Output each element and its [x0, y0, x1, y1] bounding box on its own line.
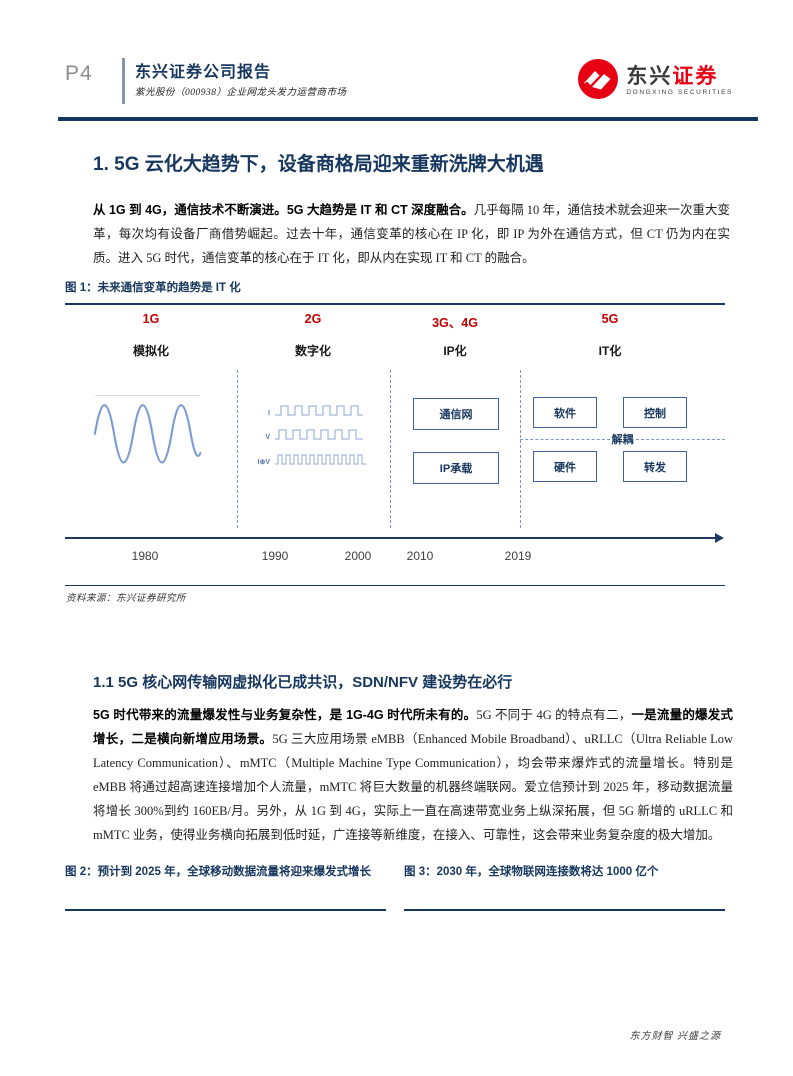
- square-wave-row-3: I⊕V: [248, 452, 369, 472]
- square-wave-row-1: I: [248, 403, 365, 423]
- box-control: 控制: [623, 397, 687, 428]
- figure-2-caption-cell: 图 2：预计到 2025 年，全球移动数据流量将迎来爆发式增长: [65, 862, 386, 911]
- column-separator: [237, 370, 238, 528]
- timeline-arrow-icon: [715, 533, 724, 543]
- report-subtitle: 紫光股份（000938）企业网龙头发力运营商市场: [135, 88, 347, 98]
- gen-label-5g: 5G: [601, 312, 619, 326]
- page-header: P4 东兴证券公司报告 紫光股份（000938）企业网龙头发力运营商市场 东兴证…: [65, 58, 733, 110]
- timeline-year: 1980: [131, 549, 159, 563]
- sub-label-analog: 模拟化: [132, 344, 170, 358]
- figure-captions-row: 图 2：预计到 2025 年，全球移动数据流量将迎来爆发式增长 图 3：2030…: [65, 862, 725, 911]
- box-software: 软件: [533, 397, 597, 428]
- square-wave-icon: [273, 452, 369, 472]
- column-separator: [390, 370, 391, 528]
- box-ip-bearer: IP承载: [413, 452, 499, 484]
- section-1-1-heading: 1.1 5G 核心网传输网虚拟化已成共识，SDN/NFV 建设势在必行: [93, 674, 513, 691]
- sub-label-ip: IP化: [443, 344, 467, 358]
- logo-text: 东兴证券 DONGXING SECURITIES: [626, 66, 733, 97]
- gen-label-1g: 1G: [142, 312, 160, 326]
- timeline-year: 2010: [406, 549, 434, 563]
- sub-label-digital: 数字化: [294, 344, 332, 358]
- square-wave-label: I⊕V: [257, 459, 270, 466]
- square-wave-row-2: V: [248, 427, 365, 447]
- section-1-heading: 1. 5G 云化大趋势下，设备商格局迎来重新洗牌大机遇: [93, 154, 544, 175]
- timeline-year: 1990: [261, 549, 289, 563]
- section-1-paragraph: 从 1G 到 4G，通信技术不断演进。5G 大趋势是 IT 和 CT 深度融合。…: [93, 203, 730, 265]
- figure-3-caption: 图 3：2030 年，全球物联网连接数将达 1000 亿个: [404, 866, 659, 878]
- column-separator: [520, 370, 521, 528]
- dongxing-logo: 东兴证券 DONGXING SECURITIES: [577, 58, 733, 105]
- box-communication-network: 通信网: [413, 398, 499, 430]
- figure-2-caption: 图 2：预计到 2025 年，全球移动数据流量将迎来爆发式增长: [65, 866, 372, 878]
- report-type-title: 东兴证券公司报告: [135, 64, 272, 81]
- decouple-label: 解耦: [611, 434, 634, 446]
- decouple-dash-left: [520, 438, 610, 440]
- timeline-axis: [65, 537, 717, 539]
- gen-label-2g: 2G: [304, 312, 322, 326]
- dongxing-logo-icon: [577, 58, 619, 105]
- timeline-year: 2019: [504, 549, 532, 563]
- header-divider: [122, 58, 125, 104]
- square-wave-label: V: [265, 433, 270, 441]
- header-rule: [58, 117, 758, 121]
- box-forwarding: 转发: [623, 451, 687, 482]
- sub-label-it: IT化: [598, 344, 622, 358]
- timeline-year: 2000: [344, 549, 372, 563]
- footer-slogan: 东方财智 兴盛之源: [629, 1031, 721, 1042]
- square-wave-icon: [273, 427, 365, 447]
- decouple-divider: 解耦: [520, 431, 725, 447]
- square-wave-icon: [273, 403, 365, 423]
- figure-1-diagram: 1G 2G 3G、4G 5G 模拟化 数字化 IP化 IT化 I V I⊕V: [65, 300, 725, 586]
- figure-1-source: 资料来源：东兴证券研究所: [66, 594, 187, 604]
- gen-label-3g4g: 3G、4G: [432, 316, 478, 330]
- square-wave-label: I: [268, 409, 270, 417]
- decouple-dash-right: [635, 438, 725, 440]
- figure-3-caption-cell: 图 3：2030 年，全球物联网连接数将达 1000 亿个: [404, 862, 725, 911]
- logo-name-en: DONGXING SECURITIES: [626, 89, 733, 97]
- box-hardware: 硬件: [533, 451, 597, 482]
- figure-1-caption-row: 图 1：未来通信变革的趋势是 IT 化: [65, 278, 725, 305]
- figure-1-caption: 图 1：未来通信变革的趋势是 IT 化: [65, 282, 241, 294]
- logo-name-cn: 东兴证券: [626, 65, 719, 89]
- page-number: P4: [65, 62, 93, 85]
- section-1-1-paragraph: 5G 时代带来的流量爆发性与业务复杂性，是 1G-4G 时代所未有的。5G 不同…: [93, 708, 733, 842]
